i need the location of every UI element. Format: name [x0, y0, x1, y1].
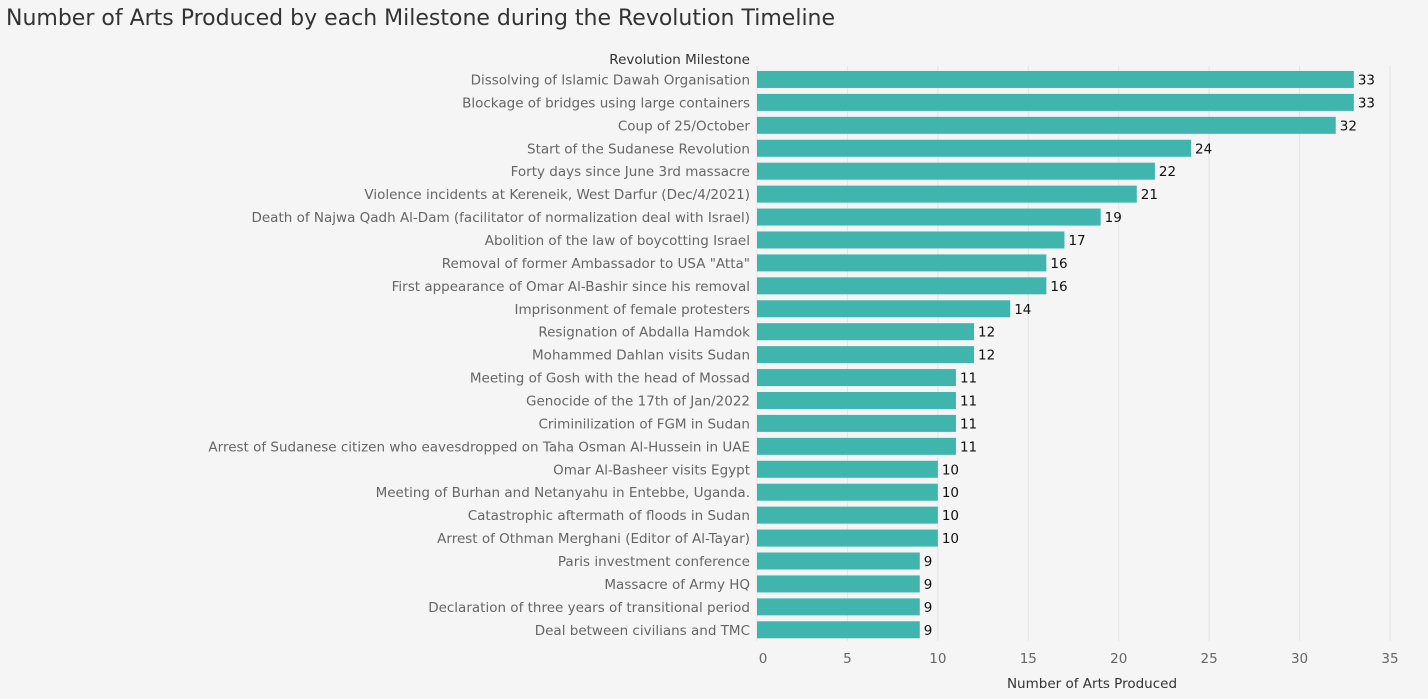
bar[interactable]	[757, 277, 1047, 295]
value-label: 14	[1014, 302, 1031, 318]
category-label: Blockage of bridges using large containe…	[462, 95, 750, 111]
bar[interactable]	[757, 369, 956, 387]
category-label: Mohammed Dahlan visits Sudan	[532, 348, 750, 364]
category-label: Deal between civilians and TMC	[535, 623, 750, 639]
x-tick-label: 30	[1291, 651, 1308, 667]
value-label: 9	[924, 577, 933, 593]
category-labels: Dissolving of Islamic Dawah Organisation…	[208, 72, 750, 638]
category-label: Imprisonment of female protesters	[515, 302, 750, 318]
value-label: 9	[924, 623, 933, 639]
value-label: 16	[1050, 279, 1067, 295]
category-label: Death of Najwa Qadh Al-Dam (facilitator …	[251, 210, 750, 226]
category-label: Criminilization of FGM in Sudan	[538, 416, 750, 432]
bar[interactable]	[757, 506, 938, 524]
value-label: 22	[1159, 164, 1176, 180]
x-tick-label: 10	[929, 651, 946, 667]
category-label: Dissolving of Islamic Dawah Organisation	[471, 72, 750, 88]
bars	[757, 70, 1354, 639]
category-label: Abolition of the law of boycotting Israe…	[485, 233, 750, 249]
category-label: Paris investment conference	[558, 554, 750, 570]
value-label: 11	[960, 371, 977, 387]
value-label: 16	[1050, 256, 1067, 272]
x-tick-label: 25	[1201, 651, 1218, 667]
bar[interactable]	[757, 414, 956, 432]
bar[interactable]	[757, 529, 938, 547]
y-axis-title: Revolution Milestone	[609, 52, 750, 68]
category-label: Catastrophic aftermath of floods in Suda…	[468, 508, 750, 524]
category-label: Omar Al-Basheer visits Egypt	[553, 462, 750, 478]
x-tick-label: 15	[1020, 651, 1037, 667]
bar[interactable]	[757, 483, 938, 501]
value-label: 10	[942, 508, 959, 524]
value-label: 10	[942, 485, 959, 501]
bar[interactable]	[757, 254, 1047, 272]
value-label: 19	[1105, 210, 1122, 226]
x-tick-label: 20	[1110, 651, 1127, 667]
value-label: 11	[960, 416, 977, 432]
x-axis-title: Number of Arts Produced	[1007, 676, 1177, 692]
category-label: Resignation of Abdalla Hamdok	[538, 325, 750, 341]
chart-title: Number of Arts Produced by each Mileston…	[6, 6, 836, 31]
bar[interactable]	[757, 70, 1354, 88]
category-label: Forty days since June 3rd massacre	[511, 164, 750, 180]
value-label: 33	[1358, 72, 1375, 88]
category-label: Violence incidents at Kereneik, West Dar…	[364, 187, 750, 203]
category-label: First appearance of Omar Al-Bashir since…	[392, 279, 750, 295]
value-label: 11	[960, 393, 977, 409]
category-label: Start of the Sudanese Revolution	[527, 141, 750, 157]
value-label: 32	[1340, 118, 1357, 134]
bar[interactable]	[757, 231, 1065, 249]
value-label: 9	[924, 554, 933, 570]
bar[interactable]	[757, 575, 920, 593]
x-tick-labels: 0 5 10 15 20 25 30 35	[759, 651, 1399, 667]
value-labels: 3333322422211917161614121211111111101010…	[924, 72, 1375, 638]
category-label: Coup of 25/October	[618, 118, 751, 134]
bar[interactable]	[757, 460, 938, 478]
bar[interactable]	[757, 552, 920, 570]
value-label: 21	[1141, 187, 1158, 203]
bar[interactable]	[757, 116, 1336, 134]
bar[interactable]	[757, 162, 1155, 180]
category-label: Removal of former Ambassador to USA "Att…	[442, 256, 750, 272]
category-label: Arrest of Othman Merghani (Editor of Al-…	[437, 531, 750, 547]
x-tick-label: 35	[1381, 651, 1398, 667]
bar[interactable]	[757, 93, 1354, 111]
bar[interactable]	[757, 598, 920, 616]
category-label: Meeting of Burhan and Netanyahu in Enteb…	[376, 485, 750, 501]
value-label: 12	[978, 348, 995, 364]
value-label: 11	[960, 439, 977, 455]
bar[interactable]	[757, 437, 956, 455]
bar[interactable]	[757, 346, 975, 364]
category-label: Arrest of Sudanese citizen who eavesdrop…	[208, 439, 750, 455]
value-label: 9	[924, 600, 933, 616]
bar[interactable]	[757, 621, 920, 639]
bar[interactable]	[757, 300, 1011, 318]
x-tick-label: 5	[843, 651, 852, 667]
bar[interactable]	[757, 208, 1101, 226]
value-label: 24	[1195, 141, 1212, 157]
value-label: 10	[942, 462, 959, 478]
bar[interactable]	[757, 323, 975, 341]
bar[interactable]	[757, 185, 1137, 203]
bar[interactable]	[757, 391, 956, 409]
value-label: 12	[978, 325, 995, 341]
category-label: Genocide of the 17th of Jan/2022	[526, 393, 750, 409]
bar[interactable]	[757, 139, 1192, 157]
category-label: Massacre of Army HQ	[604, 577, 750, 593]
category-label: Meeting of Gosh with the head of Mossad	[470, 371, 750, 387]
value-label: 10	[942, 531, 959, 547]
x-tick-label: 0	[759, 651, 768, 667]
value-label: 33	[1358, 95, 1375, 111]
category-label: Declaration of three years of transition…	[428, 600, 750, 616]
value-label: 17	[1068, 233, 1085, 249]
